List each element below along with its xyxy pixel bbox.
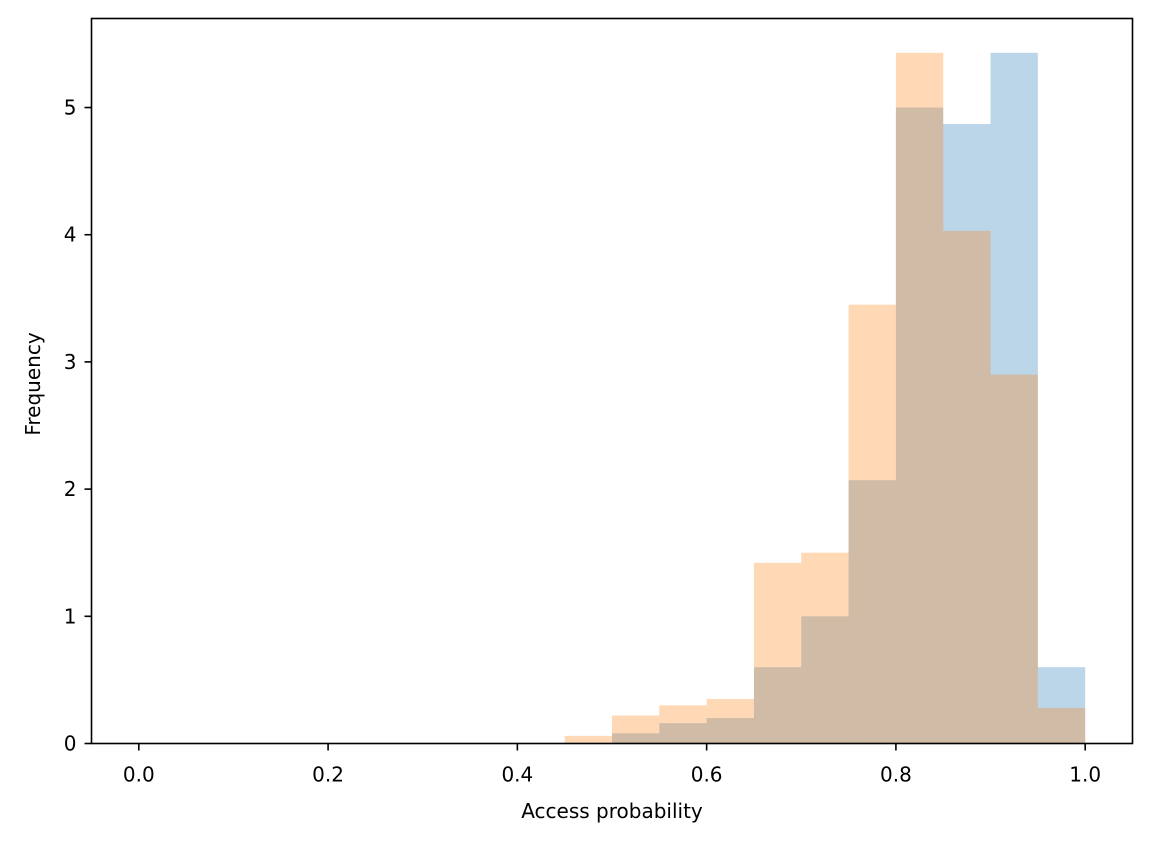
histogram-bar (707, 699, 754, 744)
histogram-bar (612, 716, 659, 744)
histogram-bar (659, 705, 706, 743)
x-axis-label: Access probability (521, 799, 703, 823)
x-tick-label: 0.0 (123, 763, 155, 787)
histogram-bar (1038, 708, 1085, 744)
histogram-bar (754, 563, 801, 744)
x-tick-label: 0.2 (312, 763, 344, 787)
y-tick-label: 3 (64, 350, 77, 374)
histogram-bar (565, 736, 612, 744)
histogram-bar (991, 375, 1038, 744)
y-tick-label: 4 (64, 223, 77, 247)
histogram-bar (849, 305, 896, 744)
y-tick-label: 2 (64, 477, 77, 501)
y-axis-label: Frequency (21, 332, 45, 435)
x-tick-label: 0.4 (501, 763, 533, 787)
y-tick-label: 1 (64, 604, 77, 628)
x-tick-label: 0.6 (691, 763, 723, 787)
x-tick-label: 1.0 (1069, 763, 1101, 787)
histogram-bar (943, 231, 990, 744)
histogram-bar (896, 53, 943, 744)
y-tick-label: 5 (64, 96, 77, 120)
x-tick-label: 0.8 (880, 763, 912, 787)
histogram-bar (801, 553, 848, 744)
y-tick-label: 0 (64, 732, 77, 756)
